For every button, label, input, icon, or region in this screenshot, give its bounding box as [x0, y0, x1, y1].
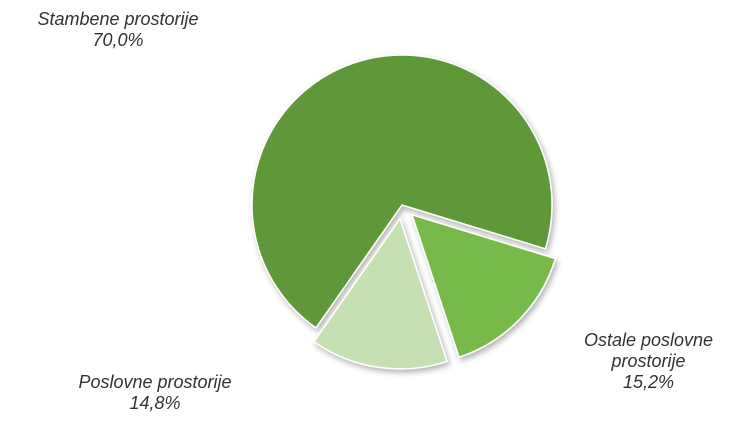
slice-label: Stambene prostorije — [37, 9, 199, 29]
pie-slice — [312, 217, 448, 370]
slice-value-label: 15,2% — [622, 372, 675, 392]
slice-label: Ostale poslovne prostorije — [583, 330, 714, 371]
pie-slice — [410, 213, 557, 359]
slice-label: Poslovne prostorije — [78, 372, 232, 392]
slice-value-label: 14,8% — [129, 393, 181, 413]
slice-value-label: 70,0% — [92, 30, 144, 50]
pie-slice — [251, 54, 553, 329]
